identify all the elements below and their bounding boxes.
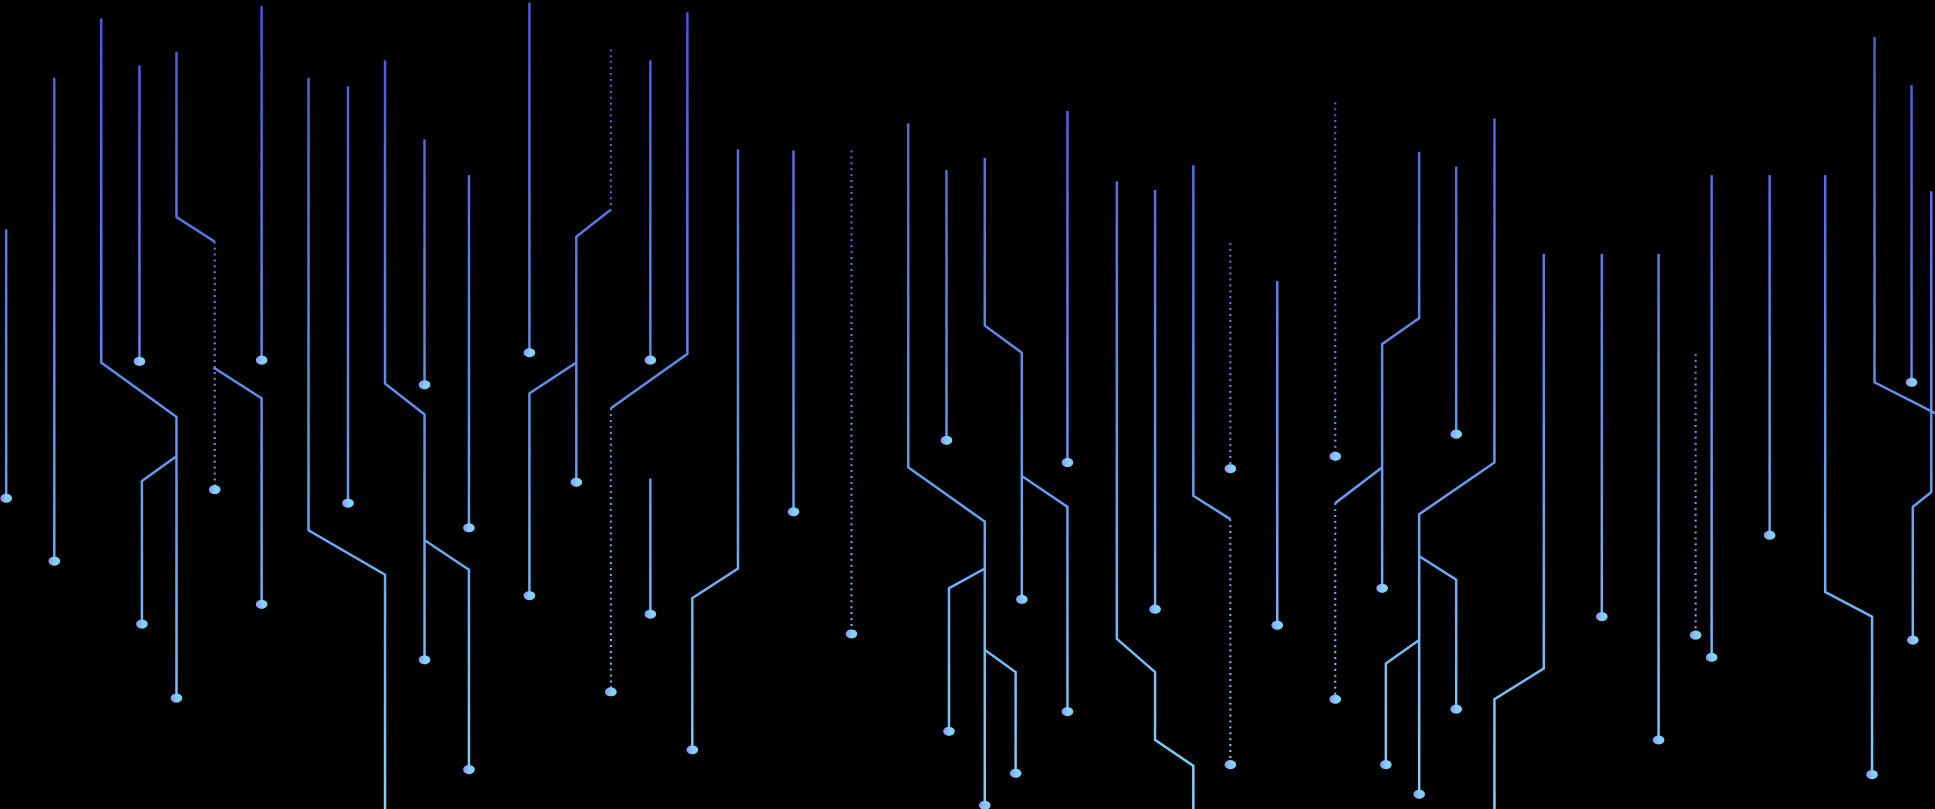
trace-endpoint-dot (0, 493, 12, 503)
trace-endpoint-dot (1015, 594, 1028, 604)
trace-endpoint-dot (48, 556, 61, 566)
circuit-trace (307, 77, 387, 809)
trace-endpoint-dot (136, 619, 148, 629)
circuit-trace (907, 123, 987, 806)
trace-endpoint-dot (255, 355, 268, 365)
trace-endpoint-dot (255, 599, 268, 609)
circuit-trace (984, 648, 1017, 774)
circuit-trace (140, 455, 178, 625)
trace-endpoint-dot (1380, 760, 1392, 770)
circuit-trace (1021, 475, 1069, 712)
circuit-trace (983, 157, 1024, 600)
circuit-trace (528, 361, 577, 596)
circuit-trace (1192, 165, 1232, 521)
trace-endpoint-dot (1413, 789, 1425, 799)
trace-endpoint-dot (1906, 635, 1919, 645)
endpoint-dot-layer (0, 348, 1919, 809)
trace-endpoint-dot (208, 485, 221, 495)
circuit-trace (947, 567, 986, 732)
circuit-trace (1911, 191, 1933, 641)
circuit-trace (423, 539, 471, 770)
trace-endpoint-dot (523, 591, 536, 601)
circuit-trace (1493, 254, 1546, 809)
circuit-trace (1417, 118, 1496, 795)
trace-endpoint-dot (1450, 429, 1462, 439)
circuit-trace (1334, 466, 1383, 505)
trace-endpoint-dot (463, 523, 475, 533)
circuit-trace (610, 12, 689, 410)
circuit-trace (575, 208, 612, 483)
trace-endpoint-dot (1149, 604, 1161, 614)
trace-endpoint-dot (1866, 769, 1878, 780)
trace-endpoint-dot (1763, 530, 1776, 540)
trace-endpoint-dot (1450, 704, 1462, 714)
trace-endpoint-dot (342, 498, 354, 508)
trace-layer (4, 2, 1935, 809)
trace-endpoint-dot (1329, 694, 1342, 704)
trace-endpoint-dot (1009, 768, 1022, 778)
circuit-trace (383, 60, 426, 660)
trace-endpoint-dot (1705, 652, 1718, 662)
trace-endpoint-dot (1376, 583, 1388, 593)
trace-endpoint-dot (1689, 630, 1702, 640)
circuit-trace (1115, 181, 1195, 809)
circuit-trace (1823, 175, 1874, 775)
circuit-trace (1873, 36, 1935, 415)
trace-endpoint-dot (523, 348, 536, 358)
circuit-trace (1384, 639, 1420, 765)
trace-endpoint-dot (1905, 377, 1918, 387)
trace-endpoint-dot (1061, 457, 1074, 468)
trace-endpoint-dot (133, 356, 146, 366)
trace-endpoint-dot (1329, 451, 1342, 461)
trace-endpoint-dot (1596, 612, 1608, 622)
trace-endpoint-dot (686, 745, 699, 755)
trace-endpoint-dot (845, 629, 858, 639)
trace-endpoint-dot (943, 726, 955, 736)
circuit-trace (175, 51, 216, 243)
trace-endpoint-dot (463, 764, 475, 775)
trace-endpoint-dot (170, 693, 183, 703)
circuit-trace (212, 366, 263, 605)
trace-endpoint-dot (605, 687, 617, 697)
trace-endpoint-dot (644, 355, 657, 365)
trace-endpoint-dot (644, 609, 657, 619)
trace-endpoint-dot (787, 507, 800, 517)
trace-endpoint-dot (978, 800, 991, 809)
trace-endpoint-dot (1271, 620, 1284, 630)
trace-endpoint-dot (1224, 760, 1237, 770)
trace-endpoint-dot (1061, 707, 1074, 717)
trace-endpoint-dot (418, 655, 431, 665)
circuit-trace (99, 18, 178, 699)
trace-endpoint-dot (1224, 464, 1237, 474)
trace-endpoint-dot (570, 477, 583, 487)
circuit-trace (691, 149, 740, 750)
circuit-trace (1418, 555, 1458, 710)
trace-endpoint-dot (940, 435, 953, 445)
circuit-trace (1380, 151, 1421, 589)
trace-endpoint-dot (418, 380, 431, 390)
trace-endpoint-dot (1652, 735, 1665, 745)
